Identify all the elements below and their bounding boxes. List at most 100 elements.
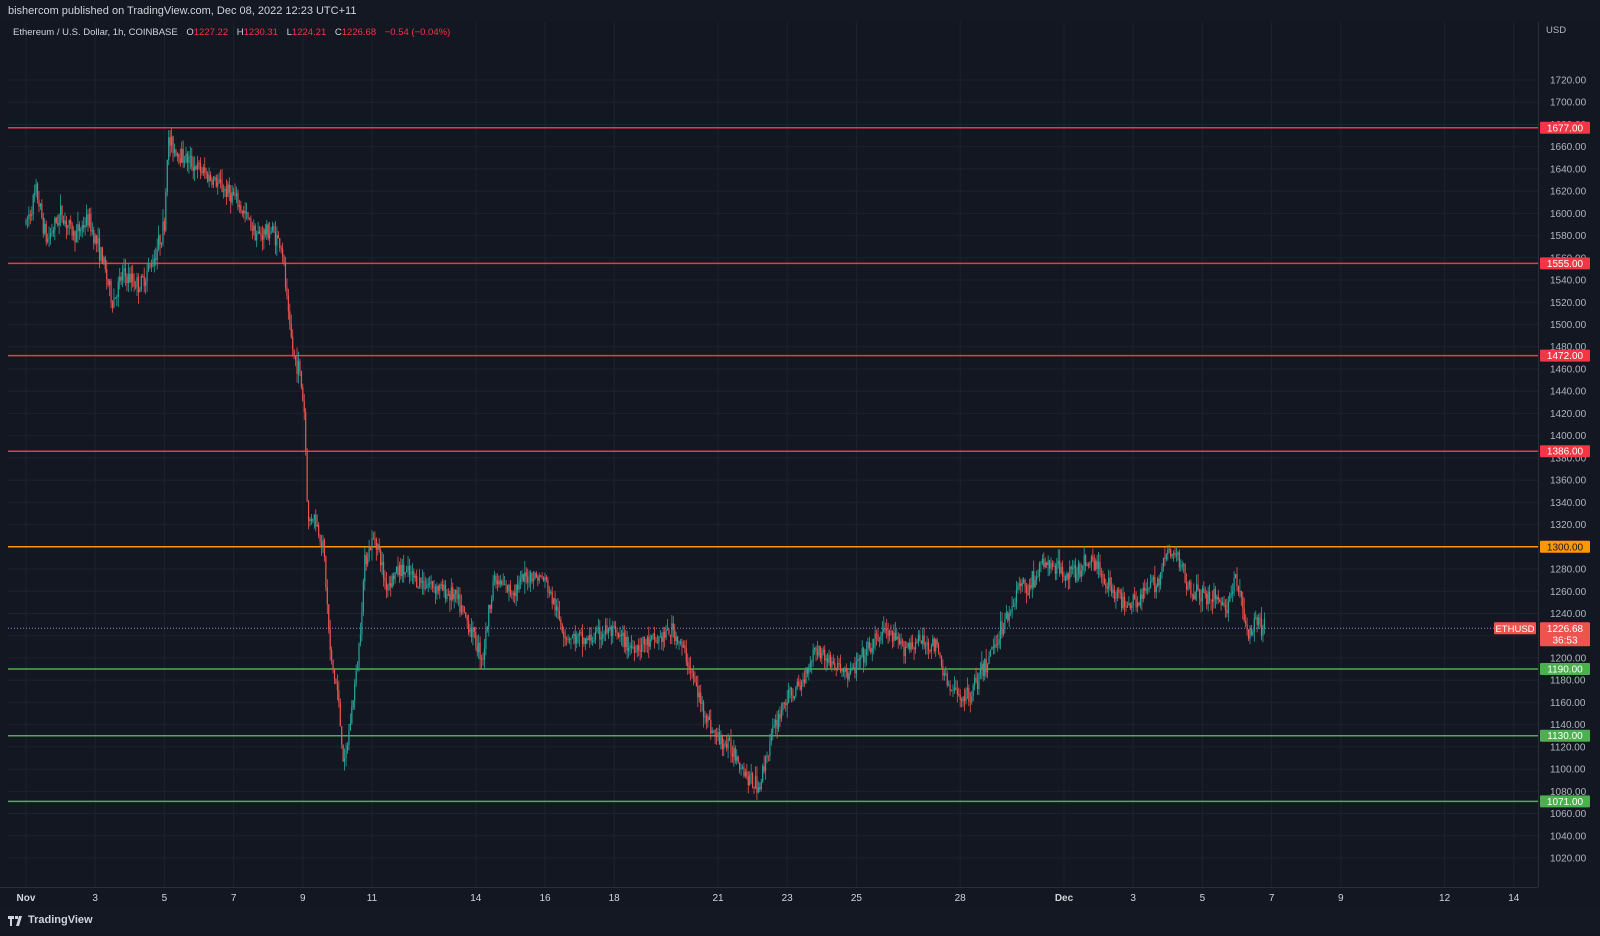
candle-body (346, 745, 349, 751)
currency-label: USD (1546, 25, 1566, 36)
candle-body (992, 646, 994, 648)
candle-body (416, 576, 418, 588)
candle-body (553, 598, 555, 604)
candle-body (64, 220, 66, 224)
candle-body (633, 646, 635, 653)
candle-body (29, 214, 31, 216)
candle-body (97, 238, 99, 244)
candle-body (760, 781, 762, 790)
candle-body (724, 743, 726, 745)
candle-body (1141, 594, 1143, 600)
candle-body (430, 581, 432, 584)
time-tick-label: 5 (1200, 893, 1206, 904)
candle-body (359, 634, 362, 644)
candle-body (305, 412, 307, 452)
price-tick-label: 1080.00 (1550, 787, 1587, 798)
candle-body (542, 578, 545, 581)
candle-body (1167, 549, 1169, 555)
price-tick-label: 1320.00 (1550, 520, 1587, 531)
candle-body (599, 627, 601, 640)
candle-body (315, 514, 317, 527)
candle-body (648, 636, 650, 647)
candle-body (1206, 594, 1208, 605)
candle-body (469, 629, 471, 633)
candle-body (1076, 572, 1078, 581)
candle-body (1018, 583, 1020, 586)
candle-body (506, 584, 509, 592)
candle-body (590, 634, 592, 642)
candle-body (752, 773, 754, 788)
candle-body (489, 604, 491, 609)
candle-body (606, 625, 608, 633)
level-label-bg (1540, 349, 1590, 362)
candle-body (195, 166, 197, 170)
candle-body (101, 247, 104, 264)
candle-body (307, 501, 310, 522)
candle-body (754, 776, 757, 789)
candle-body (1047, 560, 1049, 566)
symbol-title: Ethereum / U.S. Dollar, 1h, COINBASE (13, 27, 178, 38)
candle-body (139, 289, 141, 293)
candle-body (196, 162, 199, 170)
candle-body (798, 681, 800, 686)
time-axis[interactable]: Nov 3 5 7 9 11 14 16 18 21 23 25 28 Dec 3 5 7 9 12 14 (17, 893, 1520, 904)
candle-body (342, 744, 344, 762)
candle-body (708, 716, 710, 720)
candle-body (483, 648, 486, 660)
candle-body (1159, 572, 1162, 586)
candle-body (77, 224, 79, 231)
candle-body (1217, 596, 1219, 600)
tradingview-logo[interactable]: TradingView (0, 908, 93, 933)
candle-body (593, 640, 595, 642)
candle-body (514, 592, 516, 596)
candle-body (865, 649, 868, 656)
candle-body (737, 756, 739, 763)
candle-body (907, 642, 909, 648)
candle-body (336, 683, 338, 691)
candle-body (1200, 598, 1202, 602)
candle-body (332, 659, 334, 670)
candle-body (485, 629, 487, 649)
candle-body (290, 323, 292, 337)
chart-area[interactable]: 1020.00 1040.00 1060.00 1080.00 1100.00 1120.… (0, 22, 1600, 908)
candle-body (775, 719, 777, 726)
price-tick-label: 1520.00 (1550, 298, 1587, 309)
candle-body (1232, 591, 1234, 594)
candle-body (587, 638, 589, 641)
candle-body (632, 646, 634, 648)
candle-body (790, 687, 793, 696)
candle-body (741, 767, 744, 769)
candle-body (258, 231, 261, 234)
candle-body (535, 572, 537, 578)
candle-body (429, 583, 431, 585)
close-value: 1226.68 (342, 27, 376, 38)
price-axis-border (1538, 22, 1539, 887)
candle-body (705, 716, 708, 723)
candle-body (816, 652, 819, 656)
candle-body (664, 631, 666, 638)
candle-body (828, 654, 830, 663)
candle-body (522, 574, 524, 582)
candle-body (413, 571, 415, 578)
candle-body (473, 627, 475, 633)
candle-body (645, 644, 647, 646)
candle-body (1162, 557, 1165, 567)
candle-body (698, 692, 700, 698)
candle-body (1128, 603, 1130, 606)
candle-body (956, 689, 958, 694)
candle-body (749, 774, 751, 786)
level-label: 1472.00 (1547, 351, 1584, 362)
candle-body (1077, 564, 1080, 573)
candle-body (850, 668, 852, 674)
price-chart[interactable]: 1020.00 1040.00 1060.00 1080.00 1100.00 1120.… (0, 22, 1600, 908)
candle-body (922, 635, 924, 644)
candle-body (202, 167, 204, 174)
candle-body (364, 555, 366, 582)
candle-body (208, 175, 210, 182)
time-tick-label: Dec (1055, 893, 1074, 904)
candle-body (720, 736, 722, 745)
candle-body (517, 584, 519, 590)
candle-body (1249, 628, 1251, 639)
candle-body (1262, 628, 1264, 636)
candle-body (710, 719, 712, 734)
